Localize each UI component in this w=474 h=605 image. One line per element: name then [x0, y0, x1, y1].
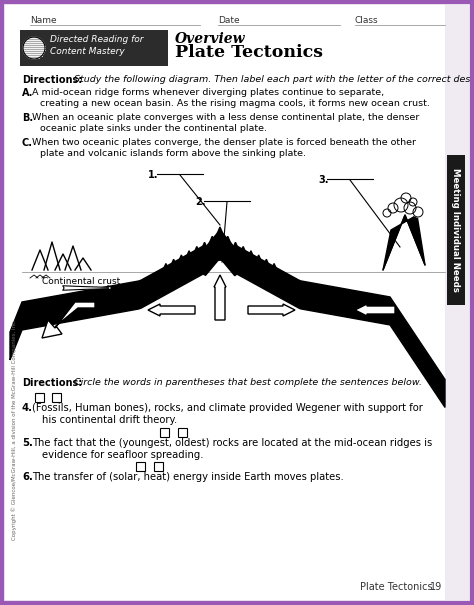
- Text: creating a new ocean basin. As the rising magma cools, it forms new ocean crust.: creating a new ocean basin. As the risin…: [40, 99, 430, 108]
- Polygon shape: [171, 260, 177, 266]
- Polygon shape: [248, 304, 295, 316]
- Polygon shape: [271, 264, 277, 270]
- Text: Date: Date: [218, 16, 240, 25]
- Text: Study the following diagram. Then label each part with the letter of the correct: Study the following diagram. Then label …: [68, 75, 474, 84]
- Text: plate and volcanic islands form above the sinking plate.: plate and volcanic islands form above th…: [40, 149, 306, 158]
- Text: his continental drift theory.: his continental drift theory.: [42, 415, 177, 425]
- Text: oceanic plate sinks under the continental plate.: oceanic plate sinks under the continenta…: [40, 124, 267, 133]
- Text: 1.: 1.: [148, 170, 158, 180]
- Polygon shape: [210, 237, 215, 243]
- Text: Overview: Overview: [175, 32, 246, 46]
- Text: Plate Tectonics: Plate Tectonics: [175, 44, 323, 61]
- Text: Directed Reading for: Directed Reading for: [50, 35, 144, 44]
- Circle shape: [401, 193, 411, 203]
- Polygon shape: [255, 255, 262, 262]
- Text: A.: A.: [22, 88, 33, 98]
- Circle shape: [383, 209, 391, 217]
- Bar: [35, 393, 44, 402]
- Text: 5.: 5.: [22, 438, 33, 448]
- Text: 19: 19: [430, 582, 442, 592]
- Text: 4.: 4.: [22, 403, 33, 413]
- Bar: [154, 462, 163, 471]
- Text: The fact that the (youngest, oldest) rocks are located at the mid-ocean ridges i: The fact that the (youngest, oldest) roc…: [32, 438, 432, 448]
- Polygon shape: [214, 275, 226, 320]
- Polygon shape: [232, 242, 238, 249]
- Circle shape: [394, 198, 408, 212]
- Text: 2.: 2.: [195, 197, 206, 207]
- Text: (Fossils, Human bones), rocks, and climate provided Wegener with support for: (Fossils, Human bones), rocks, and clima…: [32, 403, 423, 413]
- Text: Meeting Individual Needs: Meeting Individual Needs: [452, 168, 461, 292]
- Polygon shape: [217, 227, 223, 234]
- Text: When an oceanic plate converges with a less dense continental plate, the denser: When an oceanic plate converges with a l…: [32, 113, 419, 122]
- Text: Circle the words in parentheses that best complete the sentences below.: Circle the words in parentheses that bes…: [68, 378, 422, 387]
- Text: Name: Name: [30, 16, 56, 25]
- Polygon shape: [178, 255, 184, 262]
- Polygon shape: [248, 250, 254, 258]
- Text: Continental crust: Continental crust: [42, 277, 120, 286]
- Polygon shape: [220, 232, 445, 407]
- Text: Oceanic crust: Oceanic crust: [310, 304, 372, 313]
- Bar: [178, 428, 187, 437]
- Text: The transfer of (solar, heat) energy inside Earth moves plates.: The transfer of (solar, heat) energy ins…: [32, 472, 344, 482]
- Text: When two oceanic plates converge, the denser plate is forced beneath the other: When two oceanic plates converge, the de…: [32, 138, 416, 147]
- Text: A mid-ocean ridge forms whenever diverging plates continue to separate,: A mid-ocean ridge forms whenever divergi…: [32, 88, 384, 97]
- Polygon shape: [240, 246, 246, 253]
- Bar: [136, 462, 145, 471]
- Bar: [160, 428, 169, 437]
- Polygon shape: [355, 304, 395, 316]
- Circle shape: [404, 202, 416, 214]
- Bar: [52, 393, 61, 402]
- Text: 6.: 6.: [22, 472, 33, 482]
- Text: Class: Class: [355, 16, 379, 25]
- Polygon shape: [201, 242, 208, 249]
- Polygon shape: [42, 302, 95, 338]
- Text: C.: C.: [22, 138, 33, 148]
- Text: Directions:: Directions:: [22, 378, 82, 388]
- Text: evidence for seafloor spreading.: evidence for seafloor spreading.: [42, 450, 203, 460]
- Text: Plate Tectonics: Plate Tectonics: [360, 582, 433, 592]
- Text: Content Mastery: Content Mastery: [50, 47, 125, 56]
- Circle shape: [413, 207, 423, 217]
- Text: Copyright © Glencoe/McGraw-Hill, a division of the McGraw-Hill Companies, Inc.: Copyright © Glencoe/McGraw-Hill, a divis…: [11, 319, 17, 540]
- Bar: [447, 155, 465, 305]
- Polygon shape: [10, 232, 220, 360]
- Bar: [20, 30, 168, 66]
- Circle shape: [23, 37, 45, 59]
- Circle shape: [388, 203, 398, 213]
- Polygon shape: [225, 237, 231, 243]
- Text: 3.: 3.: [318, 175, 328, 185]
- Polygon shape: [186, 250, 192, 258]
- Text: B.: B.: [22, 113, 33, 123]
- Text: Directions:: Directions:: [22, 75, 82, 85]
- Polygon shape: [163, 264, 169, 270]
- Polygon shape: [264, 260, 269, 266]
- Polygon shape: [194, 246, 200, 253]
- Polygon shape: [148, 304, 195, 316]
- Polygon shape: [383, 215, 425, 270]
- Circle shape: [409, 198, 417, 206]
